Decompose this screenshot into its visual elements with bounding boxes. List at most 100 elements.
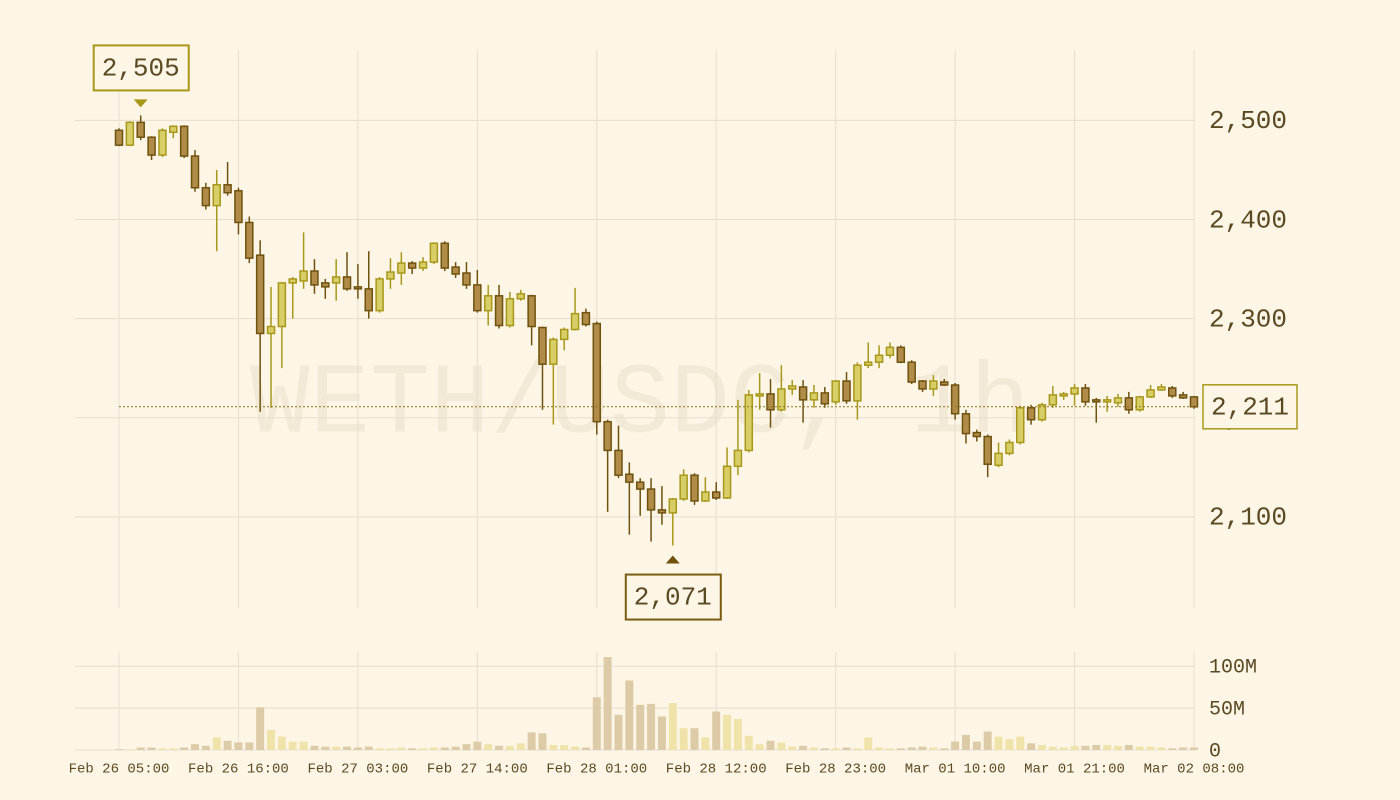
- candle-body: [1070, 387, 1079, 395]
- volume-bar: [136, 747, 145, 750]
- candle-body: [212, 184, 221, 207]
- volume-bar: [234, 742, 243, 750]
- candle-body: [1102, 399, 1112, 403]
- last-price-label: 2,211: [1211, 393, 1289, 423]
- volume-bar: [1005, 739, 1014, 750]
- volume-bar: [581, 747, 590, 750]
- candle-body: [831, 380, 840, 403]
- candle-body: [342, 276, 352, 290]
- x-tick-label: Feb 28 23:00: [785, 762, 886, 778]
- volume-bar: [712, 711, 721, 750]
- candle-body: [516, 293, 526, 300]
- y-tick-label: 2,300: [1209, 304, 1287, 334]
- candle-body: [364, 288, 373, 312]
- high-marker: [133, 99, 148, 108]
- volume-bar: [918, 746, 927, 750]
- volume-bar: [1081, 745, 1090, 750]
- candle-body: [494, 295, 504, 327]
- candle-body: [744, 394, 754, 452]
- volume-bar: [223, 740, 232, 750]
- volume-bar: [332, 746, 341, 750]
- volume-bar: [462, 744, 471, 750]
- candle-body: [679, 474, 688, 500]
- volume-bar: [809, 747, 818, 750]
- volume-bar: [701, 737, 710, 750]
- volume-bar: [1124, 744, 1133, 750]
- candle-body: [787, 385, 797, 390]
- y-tick-label: 2,500: [1209, 106, 1287, 136]
- candle-body: [245, 221, 254, 259]
- candle-body: [1168, 387, 1177, 397]
- candle-body: [527, 295, 536, 328]
- watermark: WETH/USDC, 1h: [250, 349, 1030, 462]
- volume-bar: [1190, 747, 1198, 750]
- volume-bar: [799, 745, 808, 750]
- candle-body: [234, 189, 243, 224]
- x-tick-label: Mar 01 10:00: [905, 762, 1006, 778]
- volume-bar: [636, 704, 645, 750]
- high-label: 2,505: [102, 53, 180, 83]
- volume-bar: [842, 747, 851, 750]
- x-tick-label: Feb 27 14:00: [427, 762, 528, 778]
- volume-bar: [201, 745, 210, 750]
- volume-bar: [375, 748, 384, 750]
- volume-bar: [451, 746, 460, 750]
- candle-body: [114, 129, 124, 146]
- candle-body: [777, 388, 786, 411]
- volume-bar: [1179, 747, 1188, 750]
- volume-tick-label: 100M: [1209, 657, 1257, 680]
- candle-body: [1157, 386, 1166, 391]
- volume-bar: [299, 741, 308, 750]
- volume-bar: [864, 737, 873, 750]
- volume-bar: [733, 719, 742, 750]
- volume-bar: [603, 657, 612, 750]
- candle-body: [451, 266, 460, 275]
- volume-bar: [788, 746, 797, 750]
- candle-body: [842, 380, 851, 402]
- volume-bar: [614, 714, 623, 750]
- volume-bar: [657, 716, 666, 750]
- candle-body: [1189, 396, 1199, 408]
- candle-body: [950, 384, 960, 415]
- candle-body: [863, 361, 873, 366]
- candle-body: [462, 272, 471, 286]
- candle-body: [1059, 393, 1068, 397]
- candle-body: [1092, 399, 1101, 403]
- volume-bar: [875, 747, 884, 750]
- candle-body: [940, 381, 949, 386]
- volume-bar: [723, 714, 732, 750]
- volume-bar: [1113, 745, 1122, 750]
- candle-body: [386, 271, 395, 280]
- candle-body: [1146, 389, 1155, 398]
- volume-bar: [1146, 746, 1155, 750]
- volume-bar: [647, 703, 656, 750]
- candle-body: [375, 278, 384, 312]
- x-tick-label: Feb 26 05:00: [69, 762, 170, 778]
- volume-bar: [560, 744, 569, 750]
- candle-body: [1037, 404, 1047, 421]
- candle-body: [701, 491, 710, 502]
- x-tick-label: Feb 27 03:00: [307, 762, 408, 778]
- candle-body: [896, 346, 906, 363]
- candle-body: [440, 242, 450, 269]
- last-price-box: [1202, 384, 1298, 430]
- candle-body: [885, 346, 895, 357]
- candle-body: [1005, 441, 1014, 455]
- x-tick-label: Mar 02 08:00: [1144, 762, 1245, 778]
- x-tick-label: Feb 28 12:00: [666, 762, 767, 778]
- volume-bar: [429, 747, 438, 750]
- candle-body: [853, 364, 862, 402]
- candle-body: [918, 380, 927, 390]
- candle-body: [646, 488, 656, 511]
- volume-bar: [961, 734, 970, 750]
- volume-bar: [158, 748, 167, 750]
- volume-bar: [853, 748, 862, 750]
- volume-bar: [353, 747, 362, 750]
- candle-body: [625, 473, 634, 483]
- volume-bar: [505, 745, 514, 750]
- volume-bar: [245, 742, 254, 750]
- y-tick-label: 2,400: [1209, 205, 1287, 235]
- volume-bar: [180, 747, 189, 750]
- candle-body: [1026, 407, 1036, 421]
